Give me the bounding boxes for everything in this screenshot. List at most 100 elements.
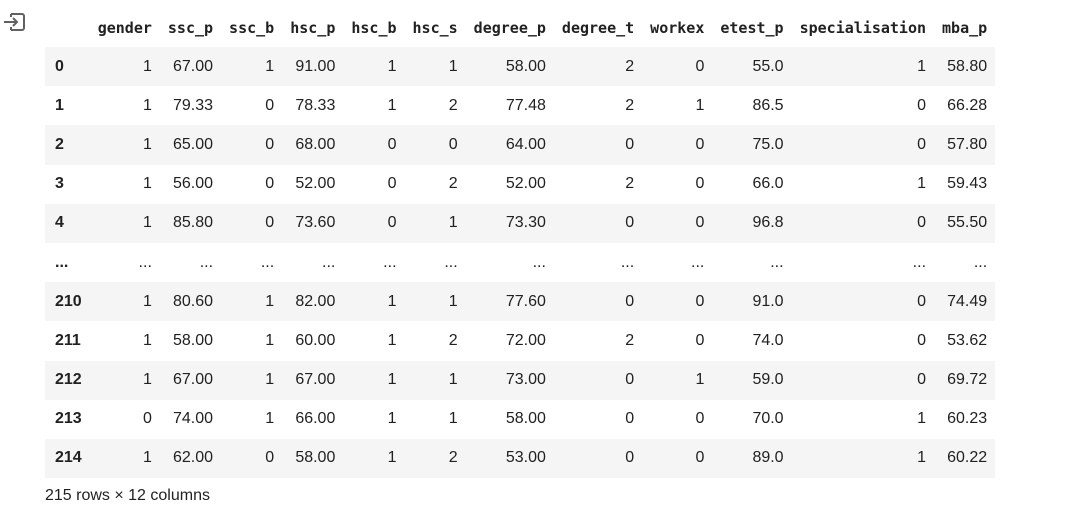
cell-gender: ... (138, 253, 152, 271)
cell-gender: 1 (142, 331, 152, 349)
table-row: 212 1 67.00 1 67.00 1 1 73.00 0 1 59.0 0 69.72 (45, 360, 996, 400)
row-index: 3 (55, 175, 64, 193)
row-index: 214 (55, 449, 82, 467)
table-row: 1 1 79.33 0 78.33 1 2 77.48 2 1 86.5 0 66.28 (45, 86, 995, 125)
cell-hsc-b: 0 (387, 135, 397, 153)
cell-ssc-p: 80.60 (173, 292, 214, 310)
cell-mba-p: 58.80 (947, 57, 988, 75)
column-header-mba-p: mba_p (942, 18, 988, 37)
cell-specialisation: 0 (917, 371, 927, 389)
cell-gender: 1 (142, 175, 152, 193)
cell-mba-p: 53.62 (947, 331, 988, 349)
cell-gender: 1 (142, 449, 152, 467)
row-index: 210 (55, 292, 82, 310)
cell-degree-p: 58.00 (505, 410, 546, 428)
cell-etest-p: 59.0 (752, 371, 784, 389)
cell-ssc-b: 0 (265, 175, 275, 193)
cell-specialisation: 0 (917, 214, 927, 232)
cell-degree-p: 64.00 (505, 135, 546, 153)
cell-specialisation: 0 (917, 96, 927, 114)
cell-workex: 0 (695, 57, 705, 75)
cell-ssc-b: 0 (265, 135, 275, 153)
cell-degree-t: 0 (625, 410, 635, 428)
cell-degree-p: 73.30 (505, 214, 546, 232)
cell-hsc-p: 66.00 (295, 410, 336, 428)
index-header (45, 8, 90, 47)
cell-hsc-b: 0 (387, 175, 397, 193)
row-index: 212 (55, 371, 82, 389)
cell-etest-p: ... (770, 253, 784, 271)
cell-mba-p: 57.80 (947, 135, 988, 153)
cell-specialisation: 1 (917, 410, 927, 428)
row-index: 2 (55, 135, 64, 153)
cell-ssc-p: 62.00 (173, 449, 214, 467)
cell-hsc-p: ... (322, 253, 336, 271)
cell-gender: 1 (142, 96, 152, 114)
cell-mba-p: 60.22 (947, 449, 988, 467)
row-index: ... (55, 253, 69, 271)
cell-degree-t: 2 (625, 96, 635, 114)
cell-degree-p: ... (532, 253, 546, 271)
cell-workex: 0 (695, 175, 705, 193)
cell-hsc-p: 58.00 (295, 449, 336, 467)
table-row: 210 1 80.60 1 82.00 1 1 77.60 0 0 91.0 0 74.49 (45, 282, 996, 322)
column-header-degree-t: degree_t (561, 18, 635, 37)
cell-ssc-p: 85.80 (173, 214, 214, 232)
cell-specialisation: 1 (917, 57, 927, 75)
cell-workex: 0 (695, 292, 705, 310)
cell-specialisation: 0 (917, 135, 927, 153)
cell-specialisation: 0 (917, 331, 927, 349)
cell-hsc-b: 1 (387, 371, 397, 389)
cell-hsc-b: 1 (387, 57, 397, 75)
cell-degree-p: 72.00 (505, 331, 546, 349)
cell-ssc-p: 67.00 (173, 57, 214, 75)
cell-degree-t: ... (620, 253, 635, 271)
cell-hsc-s: 2 (448, 331, 458, 349)
cell-gender: 1 (142, 371, 152, 389)
cell-workex: ... (691, 253, 705, 271)
table-row: 4 1 85.80 0 73.60 0 1 73.30 0 0 96.8 0 55.50 (45, 203, 996, 243)
cell-hsc-b: 1 (387, 410, 397, 428)
dataframe-shape-footer: 215 rows × 12 columns (45, 487, 210, 504)
table-row: 2 1 65.00 0 68.00 0 0 64.00 0 0 75.0 0 57.80 (45, 125, 996, 165)
cell-etest-p: 75.0 (752, 135, 784, 153)
cell-ssc-b: 1 (265, 410, 275, 428)
cell-hsc-p: 91.00 (295, 57, 336, 75)
cell-ssc-b: 0 (265, 96, 275, 114)
cell-hsc-p: 52.00 (295, 175, 336, 193)
cell-hsc-p: 68.00 (295, 135, 336, 153)
cell-hsc-s: 1 (448, 292, 458, 310)
cell-ssc-p: 58.00 (173, 331, 214, 349)
cell-specialisation: 1 (917, 449, 927, 467)
row-index: 211 (55, 331, 81, 349)
cell-etest-p: 91.0 (752, 292, 784, 310)
cell-etest-p: 55.0 (752, 57, 784, 75)
cell-hsc-b: 1 (387, 331, 397, 349)
cell-ssc-p: 65.00 (173, 135, 214, 153)
dataframe-output: gender ssc_p ssc_b hsc_p hsc_b hsc_s degree_p d… (45, 8, 996, 479)
table-row: 213 0 74.00 1 66.00 1 1 58.00 0 0 70.0 1 60.23 (45, 400, 995, 439)
row-index: 0 (55, 57, 64, 75)
cell-degree-t: 0 (625, 135, 635, 153)
column-header-workex: workex (650, 18, 705, 37)
cell-etest-p: 66.0 (752, 175, 784, 193)
cell-ssc-b: 0 (265, 214, 275, 232)
cell-hsc-s: 2 (448, 449, 458, 467)
cell-degree-t: 0 (625, 292, 635, 310)
cell-ssc-p: 74.00 (173, 410, 214, 428)
table-row: 214 1 62.00 0 58.00 1 2 53.00 0 0 89.0 1 60.22 (45, 438, 996, 479)
cell-specialisation: 1 (917, 175, 927, 193)
exit-output-icon[interactable] (2, 9, 28, 35)
cell-hsc-s: 2 (448, 175, 458, 193)
cell-etest-p: 96.8 (752, 214, 784, 232)
cell-hsc-s: 0 (448, 135, 458, 153)
cell-degree-t: 2 (625, 331, 635, 349)
cell-degree-t: 2 (625, 57, 635, 75)
cell-etest-p: 86.5 (752, 96, 784, 114)
cell-mba-p: 74.49 (947, 292, 988, 310)
cell-workex: 1 (695, 96, 705, 114)
cell-hsc-s: 1 (448, 371, 458, 389)
cell-hsc-p: 67.00 (295, 371, 336, 389)
exit-output-icon-graphic (4, 13, 25, 31)
cell-hsc-s: 1 (448, 57, 458, 75)
